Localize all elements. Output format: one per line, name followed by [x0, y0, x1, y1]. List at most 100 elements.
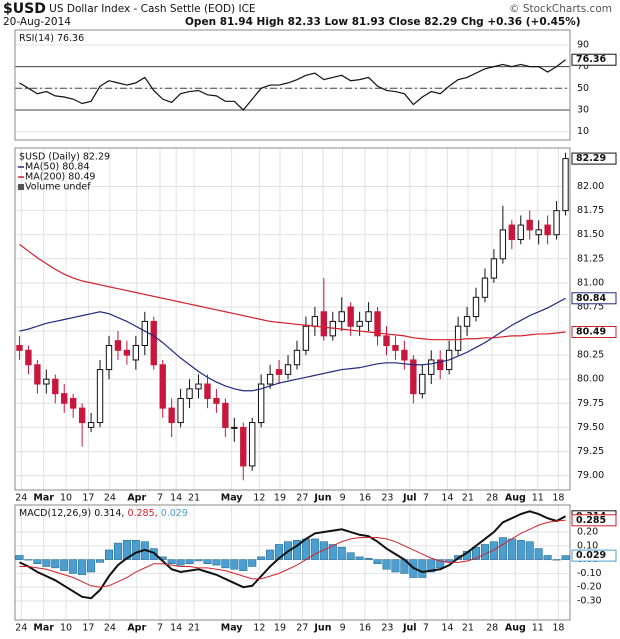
- candle-body: [401, 349, 408, 361]
- y-tick-label: 81.75: [577, 205, 604, 216]
- x-tick-label: 14: [441, 493, 453, 504]
- candle-body: [544, 224, 551, 236]
- histogram-bar: [24, 559, 33, 561]
- instrument-name: US Dollar Index - Cash Settle (EOD) ICE: [49, 3, 255, 15]
- histogram-bar: [149, 548, 158, 560]
- candle-body: [454, 325, 462, 351]
- histogram-bar: [516, 540, 525, 560]
- plot-area: [16, 152, 569, 481]
- y-tick-label: -0.20: [577, 582, 602, 593]
- candle-body: [320, 311, 328, 337]
- y-tick-label: 70: [577, 61, 589, 72]
- panel-frame: [14, 147, 571, 491]
- y-tick-label: 81.25: [577, 253, 604, 264]
- candle-body: [43, 378, 50, 385]
- legend-entry: 0.285,: [127, 508, 157, 519]
- histogram-bar: [51, 559, 60, 569]
- x-tick-label: May: [221, 493, 244, 504]
- last-value-box: [571, 292, 617, 305]
- histogram-bar: [319, 541, 328, 560]
- last-value-label: 80.49: [576, 327, 606, 338]
- x-tick-label: 18: [552, 623, 564, 634]
- candle-body: [87, 422, 95, 428]
- legend-swatch: [18, 184, 24, 190]
- candle-body: [159, 364, 166, 409]
- x-tick-label: 14: [441, 623, 453, 634]
- y-tick-label: -0.30: [577, 595, 602, 606]
- histogram-bar: [328, 544, 337, 560]
- x-tick-label: 24: [15, 493, 27, 504]
- panel-frame: [14, 504, 571, 621]
- y-tick-label: 82.00: [577, 181, 604, 192]
- histogram-bar: [221, 559, 230, 569]
- x-tick-label: Apr: [127, 623, 146, 634]
- histogram-bar: [471, 546, 481, 560]
- candle-body: [392, 344, 399, 351]
- x-tick-label: 7: [423, 493, 429, 504]
- histogram-bar: [131, 540, 140, 560]
- y-tick-label: 0.20: [577, 527, 598, 538]
- histogram-bar: [275, 544, 284, 560]
- quote: Open 81.94 High 82.33 Low 81.93 Close 82…: [185, 16, 581, 28]
- histogram-bar: [525, 541, 534, 560]
- legend-entry: MA(200) 80.49: [25, 172, 95, 183]
- histogram-bar: [364, 557, 373, 560]
- candle-body: [437, 359, 444, 371]
- legend-title: $USD (Daily) 82.29: [19, 152, 110, 163]
- x-tick-label: Jun: [313, 623, 331, 634]
- histogram-bar: [480, 544, 489, 560]
- last-value-box: [571, 53, 617, 66]
- x-tick-label: Mar: [33, 493, 54, 504]
- candle-body: [284, 364, 292, 375]
- x-tick-label: Mar: [33, 623, 54, 634]
- x-tick-label: 18: [552, 493, 564, 504]
- legend-entry: Volume undef: [25, 182, 91, 193]
- candle-body: [249, 422, 256, 467]
- histogram-bar: [552, 559, 561, 561]
- y-tick-label: 79.25: [577, 446, 604, 457]
- candle-body: [52, 378, 59, 395]
- last-value-box: [571, 514, 617, 527]
- histogram-bar: [561, 555, 570, 560]
- x-tick-label: Jul: [402, 623, 417, 634]
- candle-body: [463, 316, 471, 327]
- histogram-bar: [60, 559, 69, 571]
- candle-body: [410, 359, 417, 395]
- y-tick-label: 10: [577, 126, 589, 137]
- candle-body: [213, 397, 220, 404]
- histogram-bar: [104, 549, 114, 560]
- candle-body: [302, 325, 310, 351]
- candle-body: [365, 311, 372, 322]
- candle-body: [25, 349, 32, 366]
- candle-body: [562, 158, 569, 212]
- histogram-bar: [355, 556, 364, 560]
- plot-area: [19, 59, 566, 111]
- x-tick-label: 7: [157, 493, 163, 504]
- last-value-label: 82.29: [576, 153, 606, 164]
- histogram-bar: [212, 559, 221, 566]
- candle-body: [508, 224, 515, 241]
- histogram-bar: [382, 559, 391, 570]
- histogram-bar: [507, 538, 516, 560]
- legend-title: MACD(12,26,9): [19, 508, 91, 519]
- candle-body: [490, 258, 498, 279]
- histogram-bar: [113, 542, 122, 560]
- legend-entry: 0.314,: [94, 508, 124, 519]
- histogram-bar: [122, 540, 131, 560]
- candle-body: [499, 229, 507, 260]
- histogram-bar: [15, 555, 24, 560]
- candle-body: [240, 426, 247, 467]
- x-tick-label: 11: [532, 493, 544, 504]
- candle-body: [231, 426, 238, 429]
- x-tick-label: 7: [423, 623, 429, 634]
- histogram-bar: [239, 559, 248, 571]
- panel-frame: [14, 29, 571, 141]
- candle-body: [356, 320, 363, 327]
- histogram-bar: [257, 556, 266, 560]
- candle-body: [275, 369, 283, 375]
- x-tick-label: 21: [462, 493, 474, 504]
- candle-body: [96, 369, 104, 424]
- x-tick-label: May: [221, 623, 244, 634]
- line-series: [19, 519, 566, 588]
- x-tick-label: 9: [340, 493, 346, 504]
